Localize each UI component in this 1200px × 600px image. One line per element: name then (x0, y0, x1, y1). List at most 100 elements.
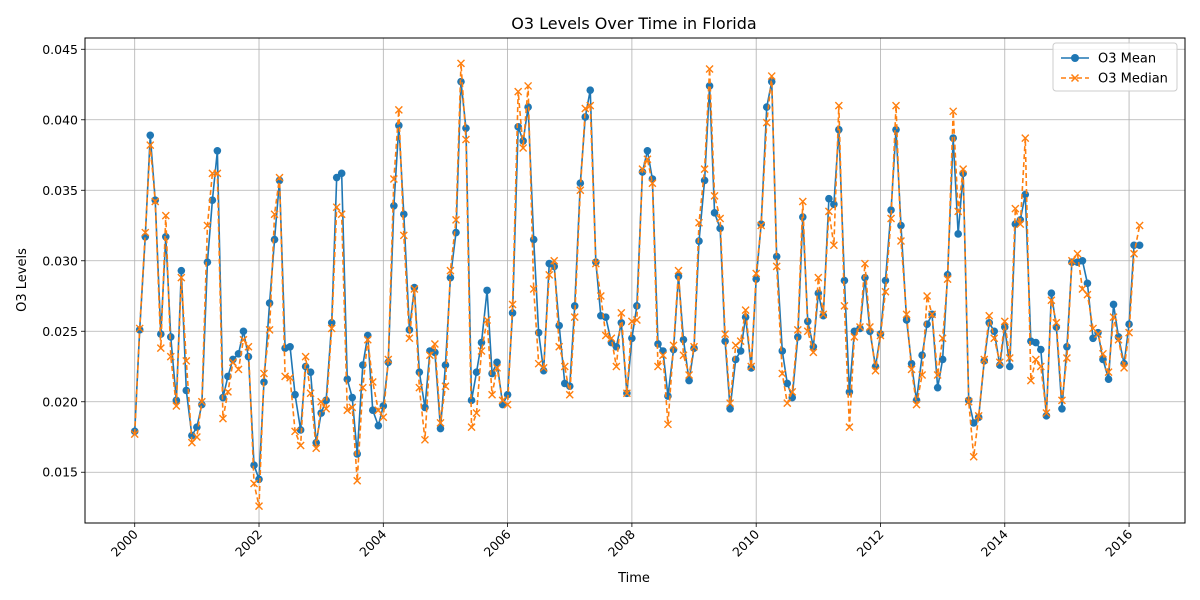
data-point (223, 387, 232, 396)
data-point (436, 424, 445, 433)
data-point (752, 275, 760, 283)
data-point (259, 369, 268, 378)
data-point (524, 81, 533, 90)
data-point (529, 284, 538, 293)
data-point (343, 406, 352, 415)
data-point (228, 358, 237, 367)
data-point (555, 321, 563, 330)
data-point (1068, 258, 1076, 266)
data-point (420, 435, 429, 444)
data-point (923, 292, 932, 301)
data-point (923, 320, 931, 329)
data-point (135, 324, 144, 333)
y-axis-title: O3 Levels (15, 248, 30, 312)
data-point (798, 197, 807, 206)
data-point (995, 358, 1004, 367)
data-point (685, 370, 694, 379)
data-point (1031, 355, 1040, 364)
data-point (213, 169, 222, 178)
data-point (881, 287, 890, 296)
data-point (632, 315, 641, 324)
data-point (483, 315, 492, 324)
data-point (218, 414, 227, 423)
data-point (421, 403, 429, 412)
data-point (1130, 249, 1139, 258)
data-point (876, 331, 885, 340)
data-point (327, 319, 336, 327)
data-point (425, 351, 434, 360)
data-point (405, 334, 414, 343)
data-point (788, 387, 797, 396)
data-point (871, 366, 880, 375)
data-point (483, 286, 491, 295)
data-point (456, 59, 465, 68)
data-point (793, 325, 802, 334)
data-point (985, 311, 994, 320)
data-point (1000, 317, 1009, 326)
data-point (395, 121, 403, 130)
data-point (514, 87, 523, 96)
legend-box (1052, 42, 1178, 92)
data-point (343, 375, 352, 383)
data-point (887, 214, 896, 223)
data-point (731, 355, 740, 364)
data-point (627, 317, 636, 326)
data-point (363, 335, 372, 344)
data-point (177, 266, 186, 275)
data-point (519, 143, 528, 152)
data-point (472, 409, 481, 418)
data-point (726, 405, 734, 413)
data-point (772, 262, 781, 271)
data-point (1052, 318, 1061, 327)
data-point (332, 173, 341, 182)
data-point (679, 335, 688, 344)
data-point (840, 276, 849, 285)
data-point (1062, 354, 1071, 363)
data-point (337, 169, 346, 178)
data-point (861, 273, 869, 282)
data-point (410, 284, 419, 293)
data-point (1104, 375, 1113, 383)
data-point (596, 292, 605, 301)
legend-label-mean: O3 Mean (1098, 52, 1156, 67)
data-point (399, 231, 408, 240)
data-point (550, 256, 559, 265)
data-point (384, 355, 393, 364)
data-point (431, 348, 439, 357)
data-point (778, 347, 787, 355)
data-point (757, 221, 766, 230)
chart-title: O3 Levels Over Time in Florida (511, 14, 756, 33)
data-point (193, 423, 201, 431)
data-point (674, 266, 683, 275)
data-point (648, 175, 657, 183)
data-point (809, 348, 818, 357)
legend-marker-median (1070, 73, 1080, 83)
data-point (907, 365, 916, 374)
data-point (1058, 405, 1066, 413)
data-point (772, 252, 781, 261)
data-point (949, 107, 958, 116)
data-point (1120, 363, 1129, 372)
data-point (612, 362, 621, 371)
data-point (570, 313, 579, 322)
data-point (726, 399, 735, 408)
data-point (1067, 256, 1076, 265)
data-point (969, 419, 978, 427)
y-tick-label: 0.025 (42, 324, 78, 339)
data-point (467, 396, 476, 405)
data-point (286, 373, 295, 382)
data-point (141, 228, 150, 237)
data-point (508, 300, 517, 309)
data-point (865, 323, 874, 332)
data-point (710, 209, 719, 217)
data-point (265, 325, 274, 334)
data-point (203, 258, 212, 266)
series-layer (130, 59, 1144, 511)
data-point (690, 342, 699, 351)
data-point (166, 352, 175, 361)
y-axis: 0.015 0.020 0.025 0.030 0.035 0.040 0.045 (42, 42, 85, 480)
data-point (348, 393, 357, 402)
data-point (586, 86, 595, 94)
data-point (943, 275, 952, 284)
